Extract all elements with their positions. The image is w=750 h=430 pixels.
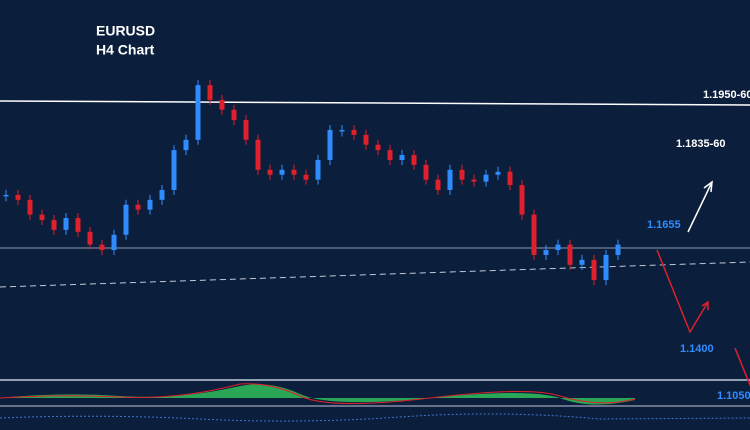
arrow (656, 249, 709, 334)
candle-body (39, 214, 45, 221)
candle-body (495, 171, 501, 175)
candle-body (315, 159, 321, 180)
candle-body (603, 254, 609, 281)
chart-title: EURUSD (96, 23, 155, 39)
candle-body (411, 155, 417, 165)
candle-body (159, 189, 165, 200)
candle-body (207, 85, 213, 100)
candle-body (531, 214, 537, 255)
candle-body (171, 150, 177, 190)
candle-body (363, 134, 369, 145)
indicator-histogram (0, 384, 635, 405)
candle-body (351, 129, 357, 135)
arrow-head (703, 180, 713, 193)
candle-body (123, 204, 129, 235)
chart-subtitle: H4 Chart (96, 42, 155, 58)
candle-body (99, 244, 105, 251)
candle-body (519, 185, 525, 215)
candle-body (183, 139, 189, 151)
candle-body (435, 179, 441, 190)
candle-body (231, 109, 237, 121)
candle-body (387, 150, 393, 160)
candle-body (399, 155, 405, 160)
candle-body (591, 259, 597, 281)
level-label: 1.1400 (680, 343, 714, 355)
trend-line (0, 261, 750, 288)
candle-body (15, 194, 21, 200)
level-label: 1.1950-60 (703, 89, 750, 101)
candle-body (303, 174, 309, 180)
candle-body (339, 129, 345, 132)
candle-body (87, 231, 93, 245)
level-label: 1.1050 (717, 390, 750, 402)
candle-body (255, 139, 261, 170)
candle-body (63, 218, 69, 230)
candle-body (327, 129, 333, 160)
arrow (734, 347, 750, 388)
candle-body (279, 169, 285, 175)
candle-body (3, 194, 9, 197)
candle-body (447, 169, 453, 190)
arrow-head (701, 300, 709, 310)
candle-body (507, 171, 513, 186)
candle-body (543, 250, 549, 255)
candle-body (111, 234, 117, 251)
candle-body (555, 244, 561, 251)
candle-body (75, 218, 81, 232)
indicator-signal (0, 383, 636, 404)
candle-body (267, 169, 273, 175)
candle-body (27, 199, 33, 215)
candle-body (147, 199, 153, 210)
level-label: 1.1835-60 (676, 138, 726, 150)
candle-body (471, 179, 477, 182)
candle-body (423, 164, 429, 180)
candle-body (375, 144, 381, 151)
candle-body (51, 220, 57, 230)
candle-body (567, 244, 573, 265)
candle-body (135, 204, 141, 210)
level-label: 1.1655 (647, 219, 681, 231)
candle-body (195, 85, 201, 140)
candle-body (291, 169, 297, 175)
candle-body (243, 120, 249, 140)
candle-body (459, 169, 465, 180)
arrow (687, 181, 713, 233)
candle-body (219, 99, 225, 110)
resistance-line (0, 100, 750, 106)
candle-body (483, 174, 489, 182)
candle-body (615, 244, 621, 255)
candle-body (579, 259, 585, 265)
